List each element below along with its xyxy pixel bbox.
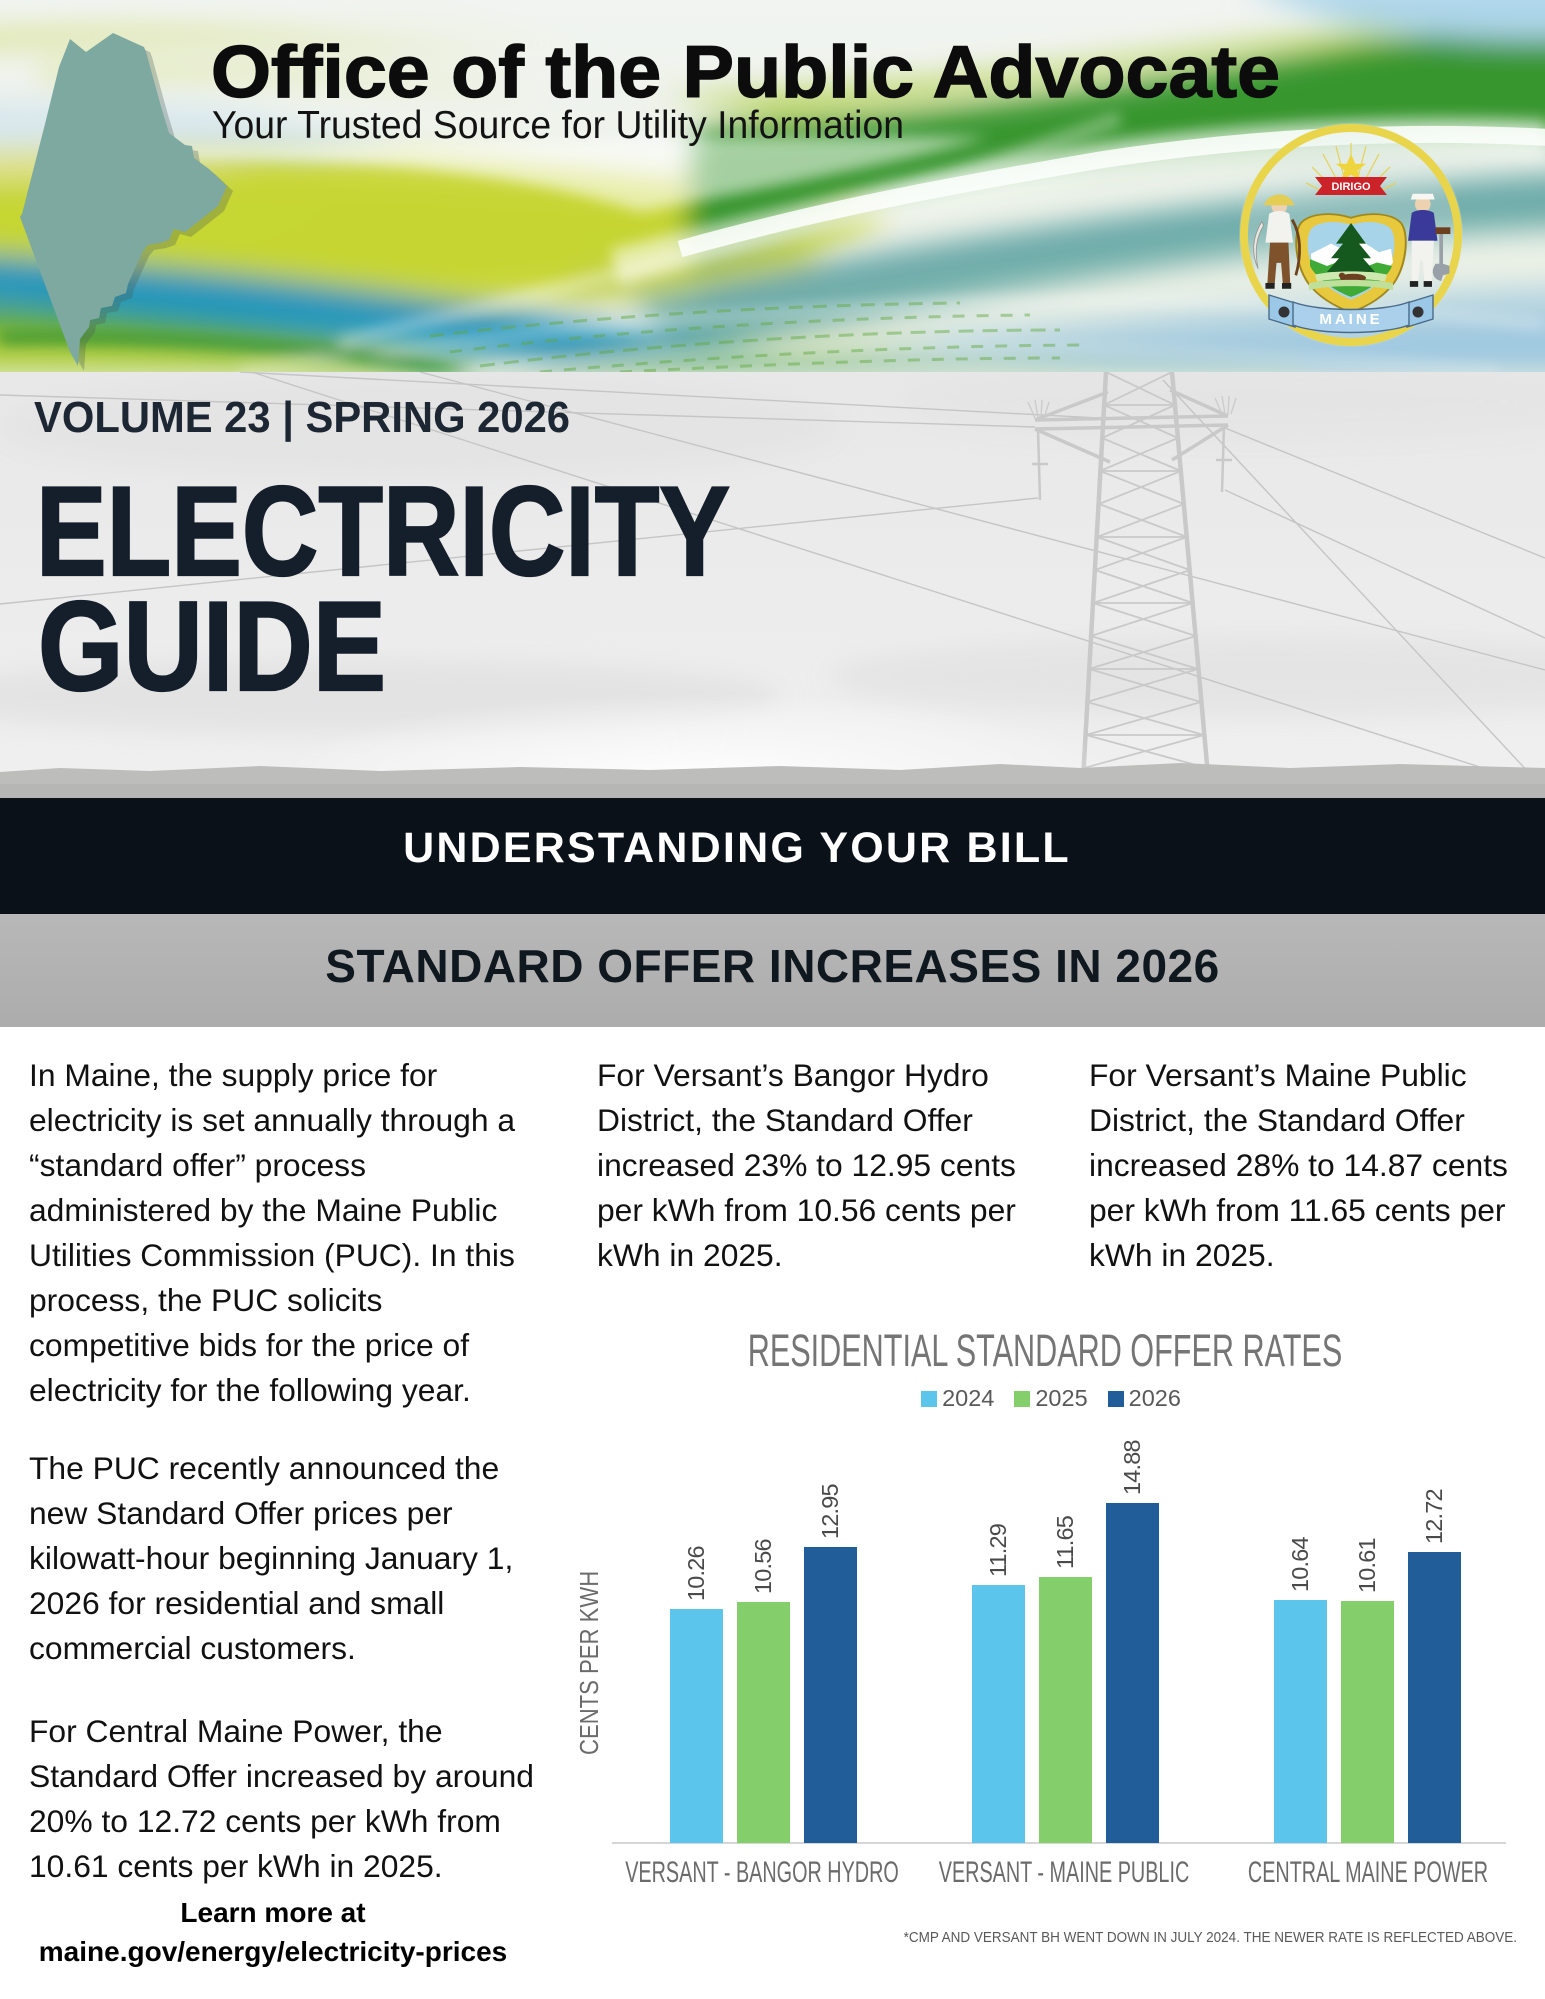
svg-text:GUIDE: GUIDE (38, 575, 386, 717)
svg-text:MAINE: MAINE (1319, 311, 1382, 328)
svg-text:DIRIGO: DIRIGO (1331, 181, 1371, 193)
svg-text:ELECTRICITY: ELECTRICITY (36, 460, 730, 602)
svg-text:Office of the Public Advocate: Office of the Public Advocate (211, 32, 1280, 113)
svg-text:Your Trusted Source for Utilit: Your Trusted Source for Utility Informat… (212, 104, 904, 147)
svg-text:VOLUME 23 | SPRING 2026: VOLUME 23 | SPRING 2026 (34, 393, 570, 443)
